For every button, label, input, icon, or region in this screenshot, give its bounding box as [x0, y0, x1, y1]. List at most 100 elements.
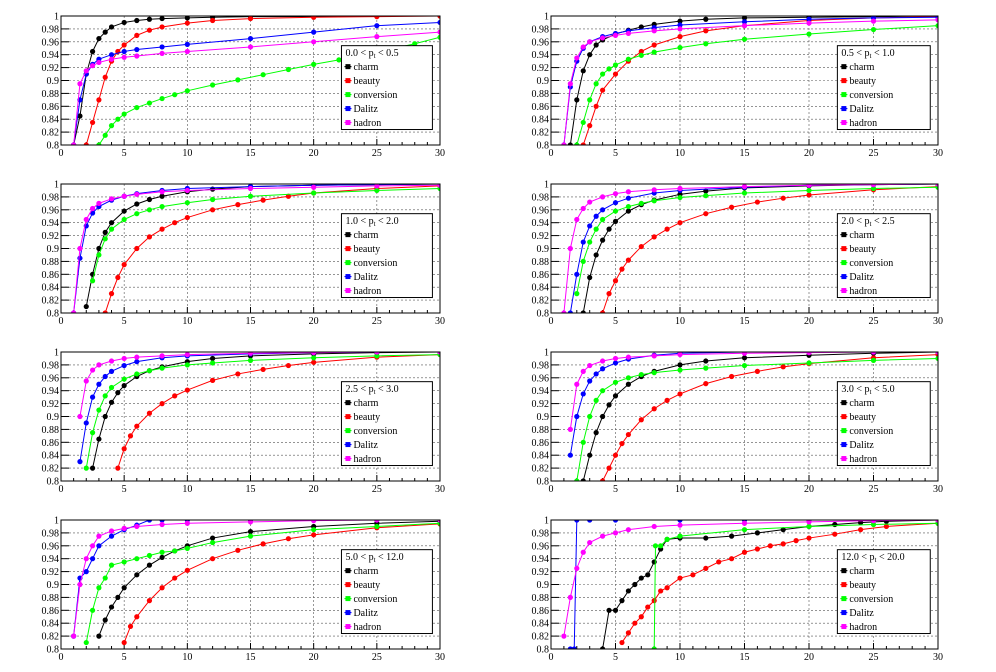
data-point-conversion	[580, 439, 586, 445]
data-point-dalitz	[89, 394, 96, 400]
x-tick-label: 20	[804, 484, 814, 495]
chart-panel-5: 0.80.820.840.860.880.90.920.940.960.9810…	[42, 348, 446, 496]
data-point-beauty	[235, 371, 241, 377]
data-point-beauty	[235, 547, 241, 553]
data-point-charm	[96, 436, 102, 442]
data-point-hadron	[83, 68, 89, 74]
legend-label-conversion: conversion	[849, 90, 893, 101]
data-point-hadron	[806, 20, 812, 26]
data-point-charm	[632, 581, 638, 588]
data-point-conversion	[638, 52, 644, 58]
data-point-hadron	[134, 354, 140, 360]
data-point-beauty	[600, 478, 606, 481]
data-point-charm	[89, 465, 96, 471]
data-point-conversion	[677, 45, 683, 51]
data-point-conversion	[625, 56, 632, 62]
data-point-beauty	[651, 406, 657, 412]
data-point-conversion	[600, 216, 606, 223]
legend-swatch-marker	[841, 288, 847, 294]
data-point-conversion	[235, 77, 241, 83]
legend-swatch-marker	[841, 232, 847, 238]
data-point-conversion	[412, 41, 418, 47]
data-point-conversion	[664, 536, 670, 542]
data-point-dalitz	[741, 19, 748, 25]
data-point-hadron	[247, 352, 254, 356]
plot-frame	[60, 15, 441, 146]
data-point-charm	[625, 381, 632, 387]
data-point-dalitz	[625, 195, 632, 201]
y-tick-label: 1	[544, 12, 549, 23]
data-point-conversion	[374, 187, 380, 194]
data-point-beauty	[658, 588, 664, 594]
x-tick-label: 15	[246, 484, 256, 495]
legend-swatch-marker	[345, 610, 351, 616]
x-tick-label: 25	[372, 484, 382, 495]
y-tick-label: 0.9	[537, 244, 550, 255]
data-point-beauty	[703, 381, 709, 387]
legend-box	[340, 213, 433, 299]
data-point-charm	[108, 24, 115, 30]
data-point-beauty	[285, 536, 291, 542]
data-point-dalitz	[587, 520, 593, 523]
data-point-beauty	[134, 614, 140, 620]
y-tick-label: 0.84	[532, 283, 550, 294]
y-tick-label: 0.84	[42, 115, 60, 126]
data-point-hadron	[96, 59, 102, 66]
legend-swatch-marker	[345, 568, 351, 574]
legend-label-hadron: hadron	[353, 286, 381, 297]
data-point-conversion	[159, 203, 165, 210]
data-point-hadron	[437, 520, 440, 523]
legend-label-dalitz: Dalitz	[353, 272, 378, 283]
y-tick-label: 0.9	[47, 76, 60, 87]
data-point-hadron	[600, 35, 606, 41]
y-tick-label: 0.9	[47, 580, 60, 591]
y-tick-label: 0.88	[42, 425, 60, 436]
data-point-hadron	[184, 520, 190, 526]
data-point-hadron	[567, 245, 573, 252]
data-point-hadron	[247, 520, 254, 525]
data-point-charm	[580, 68, 586, 74]
data-point-charm	[612, 218, 619, 225]
x-tick-label: 0	[59, 148, 64, 159]
data-point-beauty	[374, 16, 380, 20]
x-tick-label: 5	[613, 148, 618, 159]
y-tick-label: 0.86	[42, 606, 60, 617]
data-point-beauty	[210, 17, 216, 24]
data-point-conversion	[108, 226, 115, 232]
y-tick-label: 0.92	[42, 567, 60, 578]
data-point-charm	[108, 399, 115, 405]
data-point-charm	[832, 521, 838, 528]
data-point-charm	[741, 355, 748, 361]
x-tick-label: 5	[122, 316, 127, 327]
legend-swatch-marker	[345, 596, 351, 602]
data-point-dalitz	[146, 520, 153, 523]
y-tick-label: 0.84	[42, 619, 60, 630]
y-tick-label: 0.98	[532, 192, 550, 203]
data-point-beauty	[832, 531, 838, 537]
data-point-beauty	[285, 362, 291, 369]
y-tick-label: 0.8	[47, 141, 60, 152]
data-point-hadron	[374, 520, 380, 523]
data-point-conversion	[935, 355, 938, 362]
legend-swatch-marker	[345, 456, 351, 462]
data-point-hadron	[567, 81, 573, 87]
data-point-dalitz	[587, 223, 593, 229]
x-tick-label: 10	[182, 316, 192, 327]
data-point-charm	[606, 226, 612, 232]
y-tick-label: 0.94	[42, 50, 60, 61]
data-point-charm	[96, 245, 102, 252]
legend-swatch-marker	[345, 624, 351, 630]
data-point-hadron	[77, 581, 83, 588]
y-tick-label: 0.9	[47, 412, 60, 423]
data-point-hadron	[159, 353, 165, 359]
data-point-conversion	[102, 393, 108, 399]
data-point-dalitz	[83, 420, 89, 426]
data-point-dalitz	[574, 413, 580, 420]
chart-panel-1: 0.80.820.840.860.880.90.920.940.960.9810…	[42, 12, 446, 160]
data-point-beauty	[600, 87, 606, 93]
data-point-hadron	[83, 378, 89, 384]
x-tick-label: 15	[740, 316, 750, 327]
data-point-dalitz	[437, 19, 440, 26]
data-point-beauty	[651, 234, 657, 240]
y-tick-label: 0.96	[532, 373, 550, 384]
